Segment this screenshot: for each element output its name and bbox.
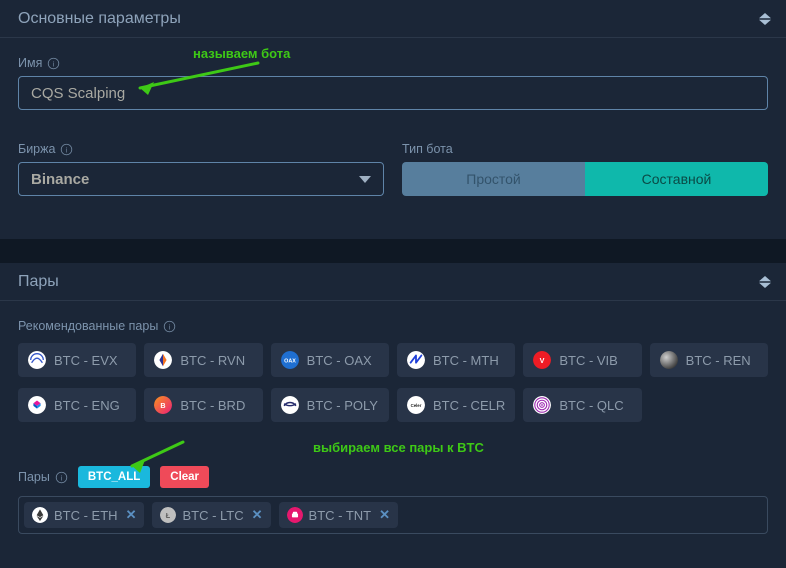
svg-text:V: V [540,356,545,365]
svg-text:B: B [161,401,166,410]
svg-text:Ł: Ł [166,511,171,520]
svg-text:Celer: Celer [411,403,422,408]
svg-text:i: i [66,145,68,154]
svg-text:OAX: OAX [284,359,296,365]
svg-text:i: i [53,59,55,68]
svg-text:i: i [169,322,171,331]
svg-text:i: i [61,473,63,482]
